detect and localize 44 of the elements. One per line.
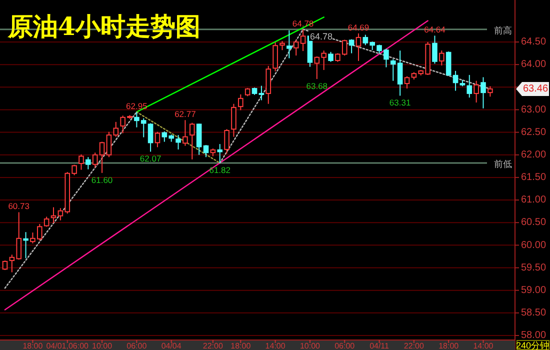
x-tick-label: 18:00 — [438, 342, 460, 350]
y-tick-label: 61.50 — [521, 172, 546, 184]
x-tick-label: 18:00 — [230, 342, 252, 350]
x-tick-label: 10:00 — [300, 342, 321, 350]
x-tick-label: 14:00 — [473, 342, 494, 350]
y-tick-label: 58.50 — [521, 308, 546, 319]
annotation: 64.78 — [292, 18, 314, 28]
x-tick-label: 04/04 — [161, 342, 182, 350]
annotation: 62.07 — [140, 154, 162, 164]
y-tick-label: 64.50 — [521, 36, 546, 48]
annotation: 63.68 — [306, 81, 328, 92]
y-tick-label: 64.00 — [521, 59, 546, 70]
ref-line-label: 前低 — [494, 159, 512, 169]
text: 63.46 — [523, 84, 548, 95]
y-tick-label: 61.00 — [521, 194, 546, 206]
x-tick-label: 10:00 — [92, 342, 113, 350]
annotation: 64.78 — [310, 31, 333, 42]
y-tick-label: 58.00 — [521, 330, 546, 342]
annotation: 60.73 — [8, 201, 30, 212]
annotation: 62.95 — [126, 100, 148, 111]
x-tick-label: 14:00 — [265, 342, 286, 350]
x-tick-label: 06:00 — [334, 342, 356, 350]
y-tick-label: 60.00 — [521, 240, 546, 251]
annotation: 61.82 — [209, 165, 231, 175]
x-tick-label: 22:00 — [404, 342, 424, 350]
text: 240分钟 — [516, 340, 550, 350]
annotation: 61.60 — [91, 174, 113, 185]
y-tick-label: 59.00 — [521, 284, 546, 296]
annotation: 62.77 — [174, 109, 196, 120]
x-tick-label: 06:00 — [126, 342, 148, 350]
y-tick-label: 63.00 — [521, 104, 546, 116]
annotation: 64.64 — [424, 24, 446, 35]
ref-line-label: 前高 — [494, 25, 512, 36]
x-tick-label: 04/11 — [370, 342, 390, 350]
y-tick-label: 62.00 — [521, 150, 546, 161]
text: 原油4小时走势图 — [7, 12, 200, 41]
annotation: 63.31 — [389, 98, 411, 108]
x-tick-label: 04/01,06:00 — [46, 342, 90, 350]
y-tick-label: 60.50 — [521, 217, 546, 228]
x-tick-label: 22:00 — [202, 342, 224, 350]
y-tick-label: 59.50 — [521, 262, 546, 274]
annotation: 64.69 — [348, 22, 370, 32]
y-tick-label: 62.50 — [521, 126, 546, 138]
x-tick-label: 18:00 — [22, 342, 44, 350]
